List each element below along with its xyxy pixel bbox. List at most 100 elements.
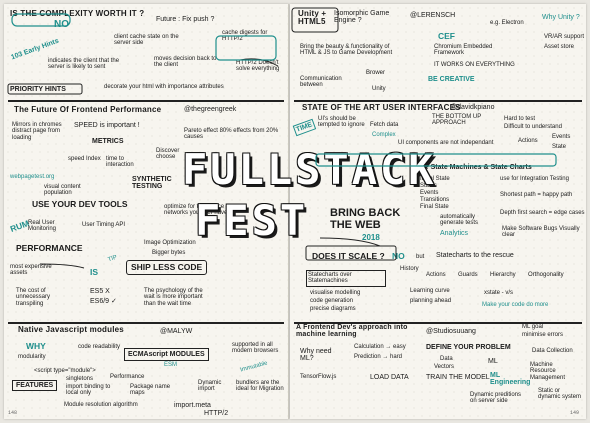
mirrors-text: Mirrors in chromes distract page from lo…: [12, 122, 62, 141]
comm-text: Communication between: [300, 76, 342, 89]
planning-text: planning ahead: [410, 298, 452, 304]
divider-1: [8, 100, 284, 102]
vectors-text: Vectors: [434, 364, 455, 370]
bottom-up-text: THE BOTTOM UP APPROACH: [432, 114, 482, 127]
rescue-text: Statecharts to the rescue: [436, 252, 514, 259]
unity-text: Unity: [372, 86, 386, 92]
sc-item: code generation: [310, 298, 354, 304]
page-number-left: 148: [8, 410, 18, 416]
http2-label: HTTP/2: [204, 410, 229, 417]
actions-text: Actions: [518, 138, 538, 144]
modules-handle: @MALYW: [160, 328, 193, 335]
unity-handle: @LERENSCH: [410, 12, 456, 19]
tip-label: TIP: [107, 254, 119, 264]
singletons-text: singletons: [66, 376, 94, 382]
ml-handle: @Studiosuuang: [426, 328, 476, 335]
electron-text: e.g. Electron: [490, 20, 524, 26]
bundlers-text: bundlers are the ideal for Migration: [236, 380, 284, 393]
divider-2: [8, 322, 284, 324]
complexity-heading: IS THE COMPLEXITY WORTH IT ?: [10, 9, 145, 18]
ship-less-code: SHIP LESS CODE: [126, 260, 208, 275]
scale-no: NO: [392, 251, 405, 261]
complexity-answer: NO: [54, 19, 69, 30]
prediction-text: Prediction → hard: [354, 354, 403, 360]
uis-text: UI's should be tempted to ignore: [318, 116, 365, 129]
dynamic-import-text: Dynamic import: [198, 380, 222, 393]
bugs-text: Make Software Bugs Visually clear: [502, 226, 580, 239]
modules-why: WHY: [26, 341, 46, 351]
modules-heading: Native Javascript modules: [18, 325, 124, 334]
make-code-text: Make your code do more: [482, 302, 549, 308]
minimise-text: minimise errors: [522, 332, 564, 338]
fetch-text: Fetch data: [370, 122, 399, 128]
analytics-label: Analytics: [440, 230, 469, 237]
time-badge: TIME: [292, 118, 317, 137]
import-bind-text: import binding to local only: [66, 384, 111, 397]
cef-label: CEF: [438, 31, 455, 41]
pareto-text: Pareto effect 80% effects from 20% cause…: [184, 128, 279, 141]
data-text: Data: [440, 356, 453, 362]
real-user-text: Real User Monitoring: [28, 220, 57, 233]
xstate-text: xstate - v/s: [484, 290, 514, 296]
performance-title: PERFORMANCE: [16, 243, 83, 253]
es6-text: ES6/9 ✓: [90, 298, 117, 305]
auto-test-text: automatically generate tests: [440, 214, 479, 227]
fsm-item: States: [420, 183, 438, 189]
tti-text: time to interaction: [106, 156, 134, 169]
but-text: but: [416, 254, 425, 260]
train-text: TRAIN THE MODEL: [426, 374, 490, 381]
http2-text: HTTP/2 Doesn't solve everything: [236, 60, 280, 73]
title-line-1: FULLSTACK: [182, 145, 437, 194]
data-collection: Data Collection: [532, 348, 573, 354]
engineering-text: ML Engineering: [490, 372, 531, 387]
sc-item: precise diagrams: [310, 306, 356, 312]
load-text: LOAD DATA: [370, 374, 409, 381]
js-label: IS: [90, 267, 99, 277]
metrics-label: METRICS: [92, 138, 124, 145]
client-cache-text: client cache state on the server side: [114, 34, 179, 47]
fsm-item: Initial State: [420, 176, 450, 182]
asset-text: Asset store: [544, 44, 575, 50]
future-text: Future : Fix push ?: [156, 16, 215, 23]
works-text: IT WORKS ON EVERYTHING: [434, 62, 515, 68]
scale-title: DOES IT SCALE ?: [312, 251, 385, 261]
history-text: History: [400, 266, 419, 272]
es5-text: ES5 X: [90, 288, 110, 295]
actions2-text: Actions: [426, 272, 446, 278]
unity-engine: Isomorphic Game Engine ?: [334, 10, 390, 25]
speed-text: SPEED is important !: [74, 122, 140, 129]
immutable-label: Immutable: [239, 360, 269, 374]
optimize-text: optimize for the device & networks you u…: [164, 204, 230, 217]
ml-goal: ML goal: [522, 324, 544, 330]
dynamic-pred: Dynamic preditions on server side: [470, 392, 522, 405]
synthetic-text: SYNTHETIC TESTING: [132, 176, 172, 191]
be-creative: BE CREATIVE: [428, 76, 475, 83]
fsm-item: Events: [420, 190, 439, 196]
performance-text: Performance: [110, 374, 145, 380]
bigger-bytes-text: Bigger bytes: [152, 250, 186, 256]
ml-mid: ML: [488, 358, 498, 365]
browser-text: Brower: [366, 70, 386, 76]
psych-text: The psychology of the wait is more impor…: [144, 288, 203, 307]
esm-label: ESM: [164, 362, 178, 368]
cef-long: Chromium Embedded Framework: [434, 44, 493, 57]
difficult-text: Difficult to understand: [504, 124, 562, 130]
ecma-modules-box: ECMAscript MODULES: [124, 348, 209, 362]
modularity-text: modularity: [18, 354, 46, 360]
vr-text: VR/AR support: [544, 34, 585, 40]
orthogonality-text: Orthogonality: [528, 272, 564, 278]
independent-text: UI components are not independant: [398, 140, 494, 146]
ml-heading: A Frontend Dev's approach into machine l…: [296, 324, 408, 339]
supported-text: supported in all modern browsers: [232, 342, 279, 355]
dc-text: Discover choose: [156, 148, 180, 161]
importmeta-text: import.meta: [174, 402, 211, 409]
readability-text: code readability: [78, 344, 121, 350]
fsm-item: Final State: [420, 204, 449, 210]
hierarchy-text: Hierarchy: [490, 272, 516, 278]
priority-hints-title: PRIORITY HINTS: [10, 86, 66, 93]
expensive-text: most expensive assets: [10, 264, 52, 277]
features-box: FEATURES: [12, 380, 58, 392]
decorate-text: decorate your html with importance attri…: [104, 84, 224, 90]
events-text: Events: [552, 134, 571, 140]
